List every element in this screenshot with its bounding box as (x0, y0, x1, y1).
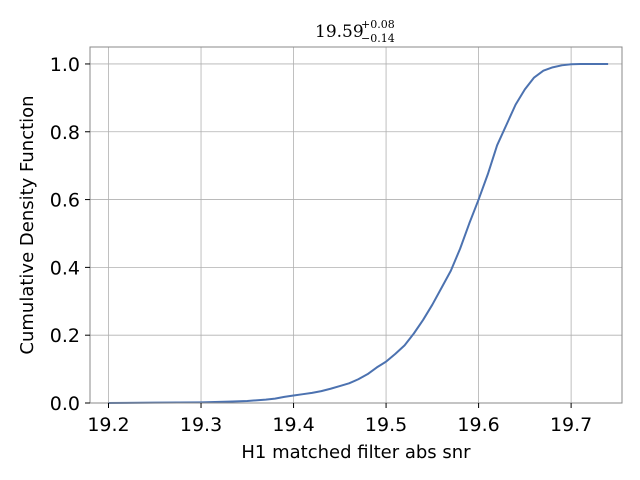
y-tick-label: 0.0 (50, 393, 80, 415)
x-tick-label: 19.5 (365, 414, 407, 436)
ticks: 19.2 19.3 19.4 19.5 19.6 19.7 0.0 0.2 0.4 0.6 0.8 1… (50, 54, 592, 436)
x-tick-label: 19.7 (550, 414, 592, 436)
x-tick-label: 19.4 (272, 414, 314, 436)
x-tick-label: 19.2 (87, 414, 129, 436)
x-tick-label: 19.3 (180, 414, 222, 436)
chart-title-lower: −0.14 (361, 32, 395, 45)
x-axis-label: H1 matched filter abs snr (241, 442, 471, 463)
plot-frame (89, 46, 623, 404)
y-tick-label: 0.8 (50, 122, 80, 144)
y-axis-label: Cumulative Density Function (17, 95, 38, 354)
series-layer (108, 62, 609, 404)
x-tick-label: 19.6 (457, 414, 499, 436)
y-tick-label: 0.2 (50, 325, 80, 347)
chart-title-upper: +0.08 (361, 18, 395, 31)
chart-title-value: 19.59 (315, 22, 364, 42)
y-tick-label: 0.4 (50, 257, 80, 279)
y-tick-label: 1.0 (50, 54, 80, 76)
cdf-line (108, 62, 609, 404)
y-tick-label: 0.6 (50, 190, 80, 212)
